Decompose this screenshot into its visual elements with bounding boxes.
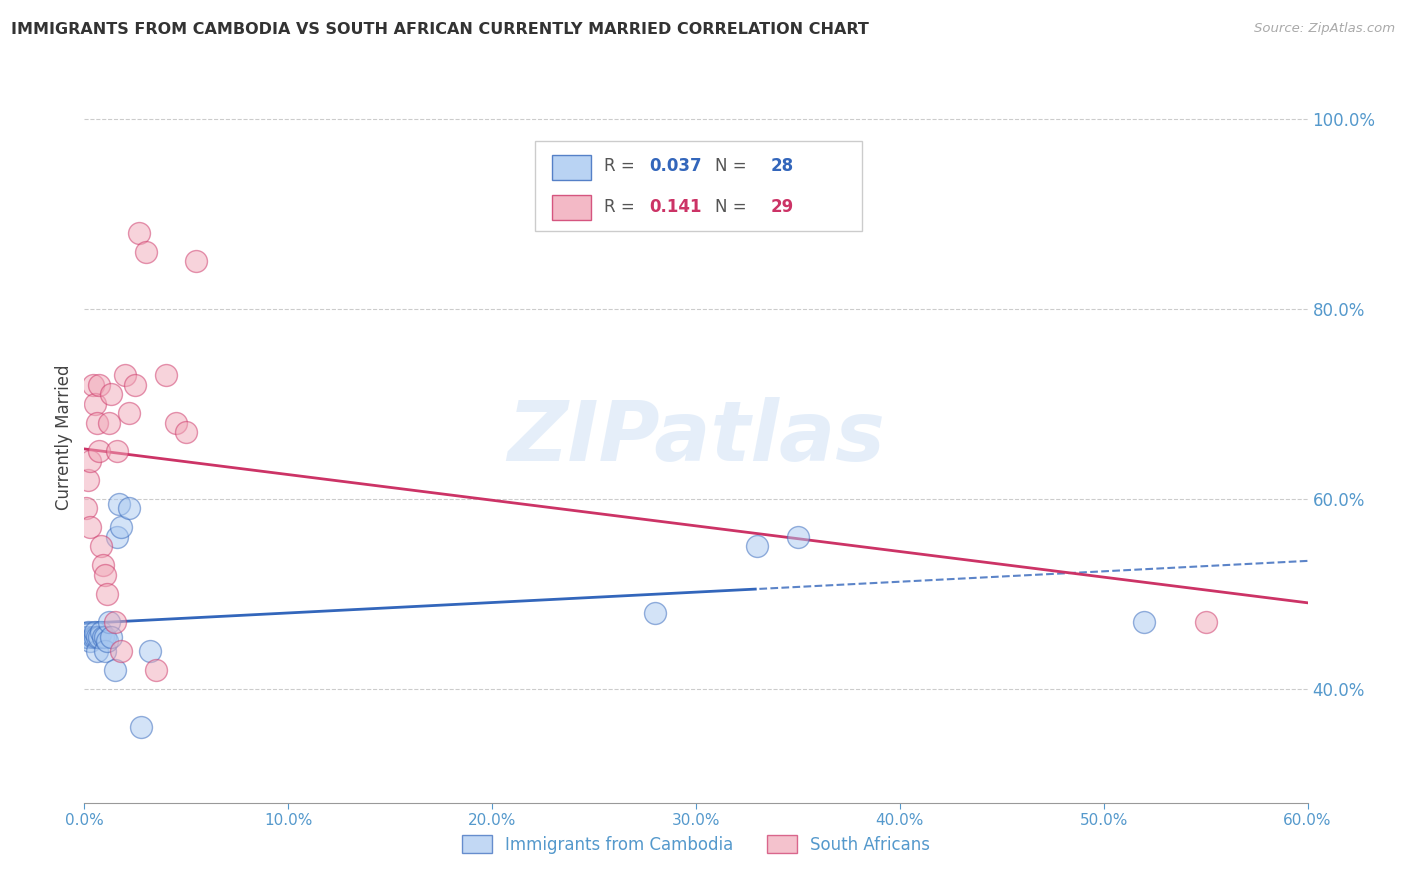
Text: Source: ZipAtlas.com: Source: ZipAtlas.com — [1254, 22, 1395, 36]
Point — [155, 368, 177, 383]
Point — [118, 501, 141, 516]
Bar — [551, 155, 591, 180]
Point — [104, 663, 127, 677]
Point — [79, 520, 101, 534]
Point — [108, 497, 131, 511]
Point — [110, 644, 132, 658]
Point — [644, 606, 666, 620]
Point — [174, 425, 197, 440]
Point — [128, 226, 150, 240]
Text: 28: 28 — [770, 157, 794, 176]
Point — [87, 630, 110, 644]
Point — [87, 444, 110, 458]
Point — [131, 720, 153, 734]
Point — [82, 377, 104, 392]
Point — [86, 416, 108, 430]
Text: IMMIGRANTS FROM CAMBODIA VS SOUTH AFRICAN CURRENTLY MARRIED CORRELATION CHART: IMMIGRANTS FROM CAMBODIA VS SOUTH AFRICA… — [11, 22, 869, 37]
Point — [165, 416, 187, 430]
Point — [87, 377, 110, 392]
Point — [90, 539, 112, 553]
Point — [100, 630, 122, 644]
Point — [77, 630, 100, 644]
Legend: Immigrants from Cambodia, South Africans: Immigrants from Cambodia, South Africans — [456, 829, 936, 860]
Point — [124, 377, 146, 392]
Point — [105, 530, 128, 544]
Point — [96, 634, 118, 648]
Point — [79, 634, 101, 648]
Point — [86, 630, 108, 644]
Text: 29: 29 — [770, 197, 794, 216]
Point — [1195, 615, 1218, 630]
Bar — [551, 195, 591, 220]
Point — [114, 368, 136, 383]
Point — [138, 644, 160, 658]
Point — [82, 630, 104, 644]
Point — [75, 501, 97, 516]
Point — [75, 630, 97, 644]
Point — [91, 558, 114, 573]
Text: N =: N = — [716, 157, 747, 176]
Text: R =: R = — [605, 197, 634, 216]
Point — [787, 530, 810, 544]
Point — [90, 624, 112, 639]
Point — [93, 644, 115, 658]
Point — [1133, 615, 1156, 630]
Point — [83, 397, 105, 411]
Point — [118, 406, 141, 420]
Text: 0.037: 0.037 — [650, 157, 703, 176]
Text: N =: N = — [716, 197, 747, 216]
Point — [77, 624, 100, 639]
Point — [110, 520, 132, 534]
Point — [96, 587, 118, 601]
Point — [135, 244, 157, 259]
Text: 0.141: 0.141 — [650, 197, 702, 216]
Point — [145, 663, 167, 677]
Text: R =: R = — [605, 157, 634, 176]
Point — [83, 630, 105, 644]
Point — [91, 630, 114, 644]
Text: ZIPatlas: ZIPatlas — [508, 397, 884, 477]
Point — [97, 416, 120, 430]
Y-axis label: Currently Married: Currently Married — [55, 364, 73, 510]
Point — [93, 630, 115, 644]
Point — [77, 473, 100, 487]
Point — [93, 567, 115, 582]
Point — [186, 254, 208, 268]
Point — [79, 454, 101, 468]
Point — [105, 444, 128, 458]
Point — [97, 615, 120, 630]
Point — [83, 624, 105, 639]
Point — [100, 387, 122, 401]
FancyBboxPatch shape — [536, 142, 862, 231]
Point — [86, 644, 108, 658]
Point — [747, 539, 769, 553]
Point — [104, 615, 127, 630]
